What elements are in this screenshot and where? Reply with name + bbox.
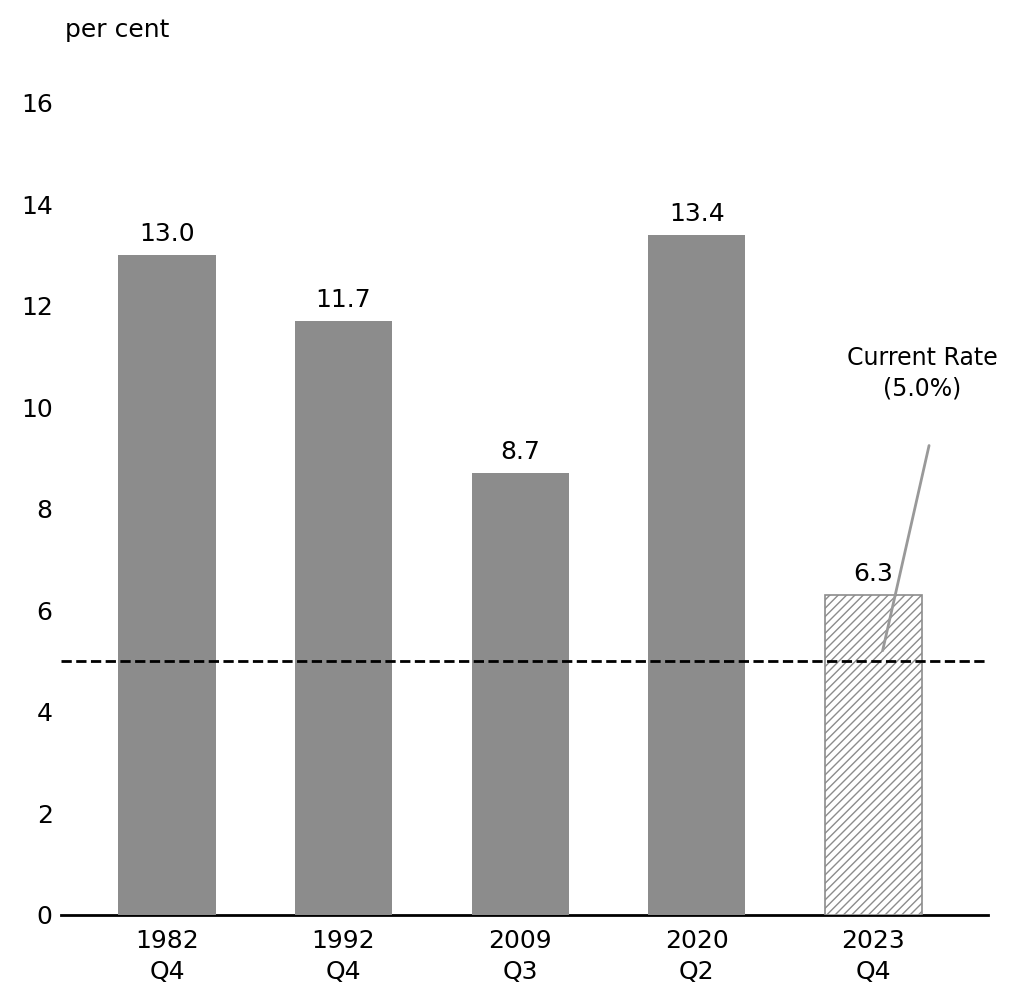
Bar xyxy=(648,235,745,915)
Bar xyxy=(472,473,568,915)
Bar xyxy=(824,595,922,915)
Text: per cent: per cent xyxy=(65,18,169,42)
Text: 13.4: 13.4 xyxy=(669,202,725,226)
Text: Current Rate
(5.0%): Current Rate (5.0%) xyxy=(847,347,998,400)
Bar xyxy=(118,255,216,915)
Text: 6.3: 6.3 xyxy=(853,562,893,586)
Text: 11.7: 11.7 xyxy=(316,287,371,312)
Text: 13.0: 13.0 xyxy=(139,222,194,246)
Text: 8.7: 8.7 xyxy=(501,440,540,464)
Bar xyxy=(295,321,392,915)
